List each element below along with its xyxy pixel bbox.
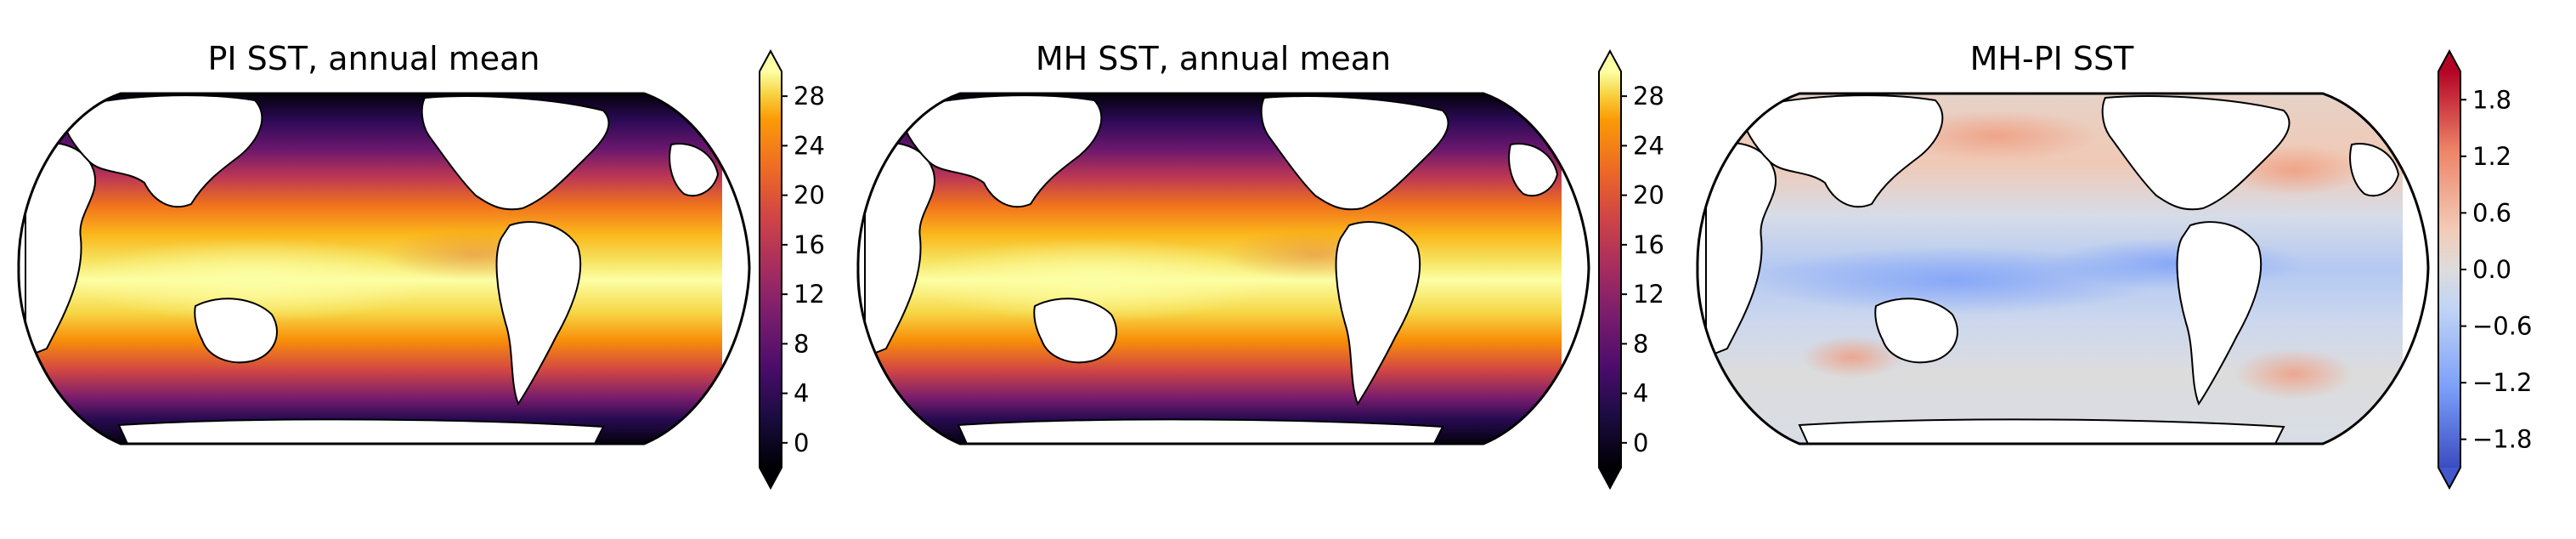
colorbar-extend-high	[1599, 51, 1621, 71]
colorbar-tick-label: 12	[1633, 280, 1664, 309]
landmasses	[864, 94, 1559, 444]
landmasses	[25, 94, 720, 444]
panel-title: PI SST, annual mean	[207, 40, 539, 77]
colorbar-tick-label: 1.2	[2472, 142, 2511, 171]
panel-title: MH-PI SST	[1970, 40, 2135, 77]
colorbar-outline	[759, 48, 782, 491]
map-boundary	[17, 92, 751, 445]
map-pi-sst	[17, 92, 751, 445]
colorbar-tick-label: 8	[1633, 329, 1648, 358]
colorbar: 0 4 8 12 16 20 24 28	[759, 48, 825, 491]
colorbar-tick-label: 24	[794, 131, 825, 160]
panel-pi-sst: PI SST, annual mean	[17, 40, 751, 445]
map-mh-pi-sst	[1696, 92, 2430, 445]
colorbar-tick-label: 0.0	[2472, 255, 2511, 284]
colorbar-extend-low	[2438, 468, 2460, 488]
colorbar-tick-label: 24	[1633, 131, 1664, 160]
landmasses	[1705, 94, 2400, 444]
colorbar-tick-label: 4	[794, 379, 809, 408]
colorbar: 1.8 1.2 0.6 0.0 −0.6 −1.2 −1.8	[2438, 48, 2532, 491]
colorbar-extend-high	[760, 51, 782, 71]
colorbar-tick-label: 0	[794, 428, 809, 457]
colorbar-extend-high	[2438, 51, 2460, 71]
colorbar-outline	[1598, 48, 1622, 491]
panel-mh-pi-sst: MH-PI SST	[1696, 40, 2430, 445]
colorbar-tick-label: 4	[1633, 379, 1648, 408]
colorbar-tick-label: 16	[1633, 230, 1664, 259]
colorbar-extend-low	[760, 468, 782, 488]
colorbar-tick-label: 1.8	[2472, 85, 2511, 114]
panel-mh-sst: MH SST, annual mean	[856, 40, 1590, 445]
colorbars: 0 4 8 12 16 20 24 28 0 4 8 12 16 20 24 28 1.8 1.2 0.6 0.0 −0…	[759, 48, 2532, 491]
map-boundary	[856, 92, 1590, 445]
colorbar-tick-label: 0.6	[2472, 198, 2511, 227]
colorbar-tick-label: 28	[794, 82, 825, 111]
colorbar-outline	[2438, 48, 2461, 491]
colorbar-tick-label: 0	[1633, 428, 1648, 457]
colorbar-tick-label: 28	[1633, 82, 1664, 111]
colorbar-scale	[760, 71, 782, 468]
colorbar-tick-label: 20	[1633, 181, 1664, 210]
colorbar: 0 4 8 12 16 20 24 28	[1598, 48, 1664, 491]
colorbar-scale	[2438, 71, 2460, 468]
colorbar-extend-low	[1599, 468, 1621, 488]
panel-title: MH SST, annual mean	[1036, 40, 1391, 77]
map-mh-sst	[856, 92, 1590, 445]
map-boundary	[1696, 92, 2430, 445]
colorbar-tick-label: 20	[794, 181, 825, 210]
colorbar-tick-label: −0.6	[2472, 312, 2532, 341]
colorbar-tick-label: 8	[794, 329, 809, 358]
colorbar-tick-label: −1.2	[2472, 368, 2532, 397]
colorbar-tick-label: −1.8	[2472, 425, 2532, 454]
colorbar-scale	[1599, 71, 1621, 468]
colorbar-tick-label: 12	[794, 280, 825, 309]
colorbar-tick-label: 16	[794, 230, 825, 259]
